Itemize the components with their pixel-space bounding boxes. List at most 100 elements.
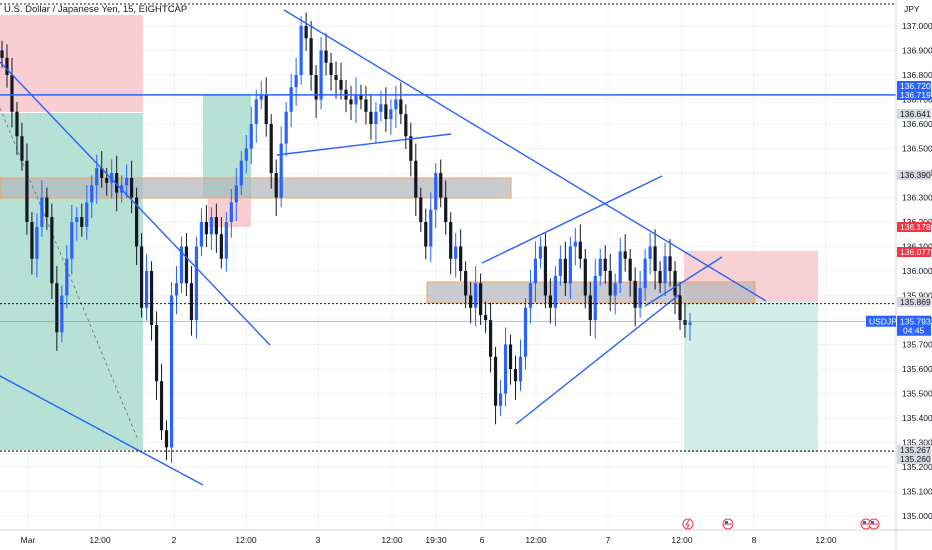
- trendline: [0, 375, 204, 486]
- candle-body: [254, 99, 258, 124]
- lightning-event-icon: [682, 518, 694, 530]
- target-zone: [0, 113, 143, 450]
- candle-body: [244, 148, 248, 161]
- symbol-tag: [866, 315, 896, 327]
- candle-body: [688, 322, 692, 325]
- candle-body: [389, 109, 393, 120]
- price-tag: [897, 222, 931, 232]
- candle-body: [80, 217, 84, 227]
- candle-body: [20, 136, 24, 161]
- candle-body: [95, 168, 99, 186]
- price-tick-label: 135.900: [902, 291, 932, 301]
- candle-body: [304, 26, 308, 39]
- candle-body: [503, 344, 508, 394]
- trendline: [515, 293, 681, 425]
- candle-body: [399, 99, 403, 115]
- candle-body: [598, 258, 602, 276]
- candle-body: [449, 222, 453, 259]
- candle-body: [369, 111, 373, 124]
- trendline: [481, 175, 663, 264]
- price-tag-label: 136.720: [900, 81, 931, 91]
- time-tick-label: 12:00: [235, 535, 257, 545]
- candle-body: [533, 258, 538, 284]
- price-tick-label: 135.400: [902, 413, 932, 423]
- candle-body: [613, 283, 617, 296]
- candle-body: [314, 75, 318, 100]
- flag-canton: [871, 521, 874, 524]
- candle-body: [329, 62, 333, 75]
- candle-body: [444, 197, 448, 222]
- candle-body: [633, 280, 637, 308]
- candle-body: [488, 320, 493, 357]
- price-tag: [897, 90, 931, 100]
- candle-body: [75, 217, 79, 222]
- price-tick-label: 136.600: [902, 119, 932, 129]
- candle-body: [65, 258, 69, 296]
- candle-body: [409, 136, 413, 161]
- candle-body: [10, 75, 14, 112]
- candle-body: [558, 258, 562, 276]
- candle-body: [578, 241, 582, 259]
- time-tick-label: 6: [480, 535, 485, 545]
- price-tick-label: 135.700: [902, 340, 932, 350]
- countdown-label: 04:45: [903, 326, 925, 336]
- price-tick-label: 135.500: [902, 389, 932, 399]
- candle-body: [269, 124, 273, 173]
- candle-body: [60, 295, 64, 333]
- price-tick-label: 135.600: [902, 364, 932, 374]
- candle-body: [513, 369, 518, 382]
- price-tick-label: 135.200: [902, 462, 932, 472]
- candle-body: [493, 356, 498, 406]
- candle-body: [204, 222, 209, 235]
- time-axis[interactable]: Mar 12:00 2 12:00 3 12:00 19:30 6 12:00 7 12:00 8 12…: [0, 529, 932, 545]
- price-tag: [897, 454, 931, 464]
- candle-body: [588, 295, 592, 320]
- candle-body: [259, 94, 263, 100]
- candle-body: [324, 50, 328, 63]
- time-tick-label: 2: [172, 535, 177, 545]
- time-tick-label: Mar: [21, 535, 36, 545]
- candle-body: [454, 246, 458, 259]
- candle-body: [130, 177, 134, 198]
- symbol-tag-label: USDJPY: [869, 317, 903, 327]
- candle-body: [464, 271, 468, 296]
- candle-body: [518, 356, 523, 382]
- price-tick-label: 136.000: [902, 266, 932, 276]
- candle-body: [374, 111, 378, 124]
- candle-body: [498, 393, 503, 406]
- trendline: [644, 256, 723, 307]
- candle-body: [135, 197, 139, 247]
- price-tag-label: 136.390: [900, 170, 931, 180]
- price-tag: [897, 170, 931, 180]
- candle-body: [264, 94, 268, 124]
- candle-body: [483, 315, 488, 320]
- price-tick-label: 135.000: [902, 511, 932, 521]
- candle-body: [85, 202, 89, 227]
- candle-body: [404, 114, 408, 137]
- candle-body: [523, 307, 528, 357]
- event-markers[interactable]: [682, 518, 880, 530]
- candle-body: [229, 202, 233, 222]
- candle-body: [424, 222, 428, 247]
- candle-body: [623, 251, 627, 259]
- flag-canton: [725, 521, 728, 524]
- chart-title: U.S. Dollar / Japanese Yen, 15, EIGHTCAP: [4, 4, 188, 15]
- time-tick-label: 12:00: [815, 535, 837, 545]
- candle-body: [319, 50, 323, 100]
- candle-body: [139, 246, 144, 308]
- candle-body: [479, 283, 483, 316]
- candle-body: [50, 217, 54, 284]
- candle-body: [334, 75, 338, 80]
- candle-body: [159, 381, 164, 431]
- candle-body: [538, 246, 543, 259]
- candle-body: [100, 168, 104, 178]
- candle-body: [55, 283, 59, 333]
- candle-body: [434, 173, 438, 210]
- trendline: [0, 61, 271, 346]
- trendline: [283, 9, 767, 302]
- candle-body: [643, 258, 647, 289]
- candle-body: [618, 251, 622, 284]
- flag-canton: [863, 521, 866, 524]
